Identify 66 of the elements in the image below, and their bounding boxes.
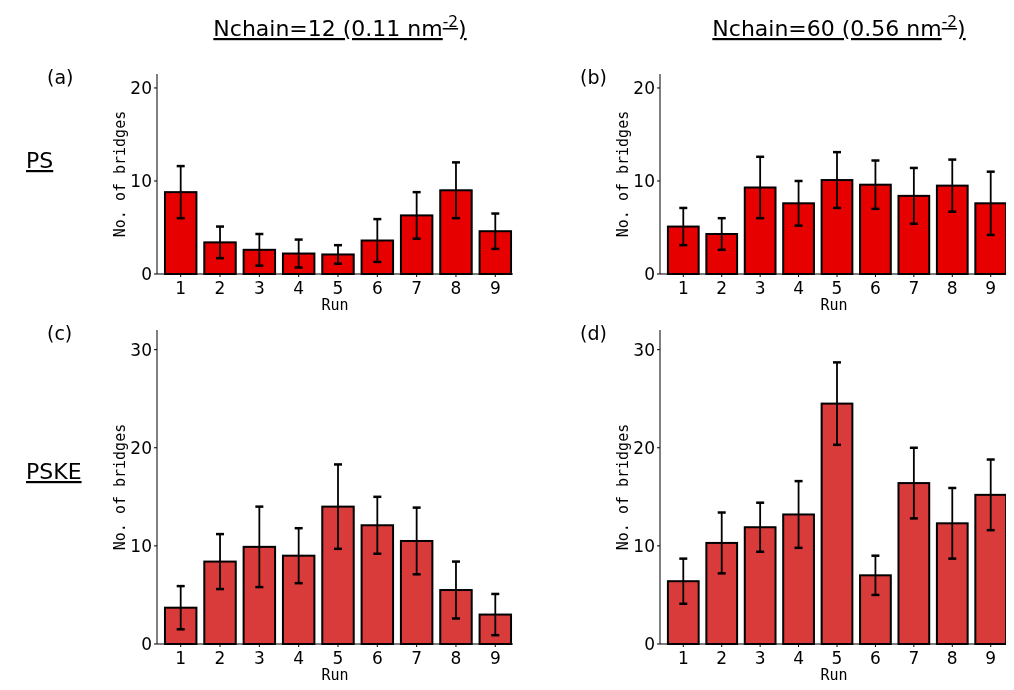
x-tick-label: 7	[411, 648, 423, 668]
y-tick-label: 0	[644, 633, 655, 654]
x-axis-title: Run	[321, 296, 349, 314]
x-tick-label: 3	[754, 278, 766, 298]
y-tick-label: 10	[633, 170, 655, 191]
y-axis-title: No. of bridges	[614, 110, 632, 238]
x-tick-label: 8	[450, 648, 462, 668]
chart-title: Nchain=60 (0.56 nm$^{-2}$)	[712, 13, 966, 41]
x-tick-label: 5	[831, 648, 843, 668]
x-tick-label: 6	[870, 278, 881, 298]
x-tick-label: 6	[371, 648, 383, 668]
y-tick-label: 10	[633, 535, 655, 556]
y-tick-label: 10	[130, 170, 152, 191]
x-tick-label: 1	[677, 648, 689, 668]
y-tick-label: 10	[130, 535, 152, 556]
y-tick-label: 20	[130, 77, 152, 98]
x-tick-label: 9	[985, 278, 997, 298]
x-axis-title: Run	[321, 666, 349, 684]
y-tick-label: 20	[633, 437, 655, 458]
y-axis-title: No. of bridges	[111, 423, 129, 551]
x-tick-label: 4	[293, 648, 305, 668]
y-axis-title: No. of bridges	[614, 423, 632, 551]
y-axis-title: No. of bridges	[111, 110, 129, 238]
y-tick-label: 20	[130, 437, 152, 458]
y-tick-label: 20	[633, 77, 655, 98]
text: PSKE	[26, 459, 82, 484]
y-tick-label: 30	[130, 339, 152, 360]
text: (d)	[580, 322, 607, 344]
x-tick-label: 7	[908, 648, 920, 668]
chart-title: Nchain=12 (0.11 nm$^{-2}$)	[213, 13, 467, 41]
x-tick-label: 3	[253, 278, 265, 298]
x-tick-label: 2	[716, 648, 728, 668]
text: PS	[26, 148, 54, 173]
y-tick-label: 0	[141, 633, 152, 654]
x-tick-label: 9	[489, 278, 501, 298]
x-tick-label: 6	[371, 278, 383, 298]
y-tick-label: 0	[644, 263, 655, 284]
x-tick-label: 1	[175, 648, 187, 668]
text: (a)	[47, 66, 74, 88]
x-tick-label: 8	[946, 278, 958, 298]
x-tick-label: 5	[332, 648, 344, 668]
x-tick-label: 4	[793, 648, 804, 668]
x-tick-label: 5	[332, 278, 344, 298]
x-tick-label: 9	[489, 648, 501, 668]
x-tick-label: 3	[253, 648, 265, 668]
x-tick-label: 7	[908, 278, 920, 298]
x-tick-label: 6	[870, 648, 881, 668]
x-tick-label: 8	[450, 278, 462, 298]
x-tick-label: 9	[985, 648, 997, 668]
y-tick-label: 0	[141, 263, 152, 284]
x-tick-label: 4	[793, 278, 804, 298]
text: (c)	[47, 322, 73, 344]
x-tick-label: 2	[214, 648, 226, 668]
x-tick-label: 4	[293, 278, 305, 298]
x-tick-label: 3	[754, 648, 766, 668]
x-axis-title: Run	[820, 296, 848, 314]
x-tick-label: 1	[175, 278, 187, 298]
x-tick-label: 2	[214, 278, 226, 298]
x-tick-label: 7	[411, 278, 423, 298]
y-tick-label: 30	[633, 339, 655, 360]
x-tick-label: 5	[831, 278, 843, 298]
x-axis-title: Run	[820, 666, 848, 684]
x-tick-label: 1	[677, 278, 689, 298]
x-tick-label: 2	[716, 278, 728, 298]
x-tick-label: 8	[946, 648, 958, 668]
text: (b)	[580, 66, 607, 88]
